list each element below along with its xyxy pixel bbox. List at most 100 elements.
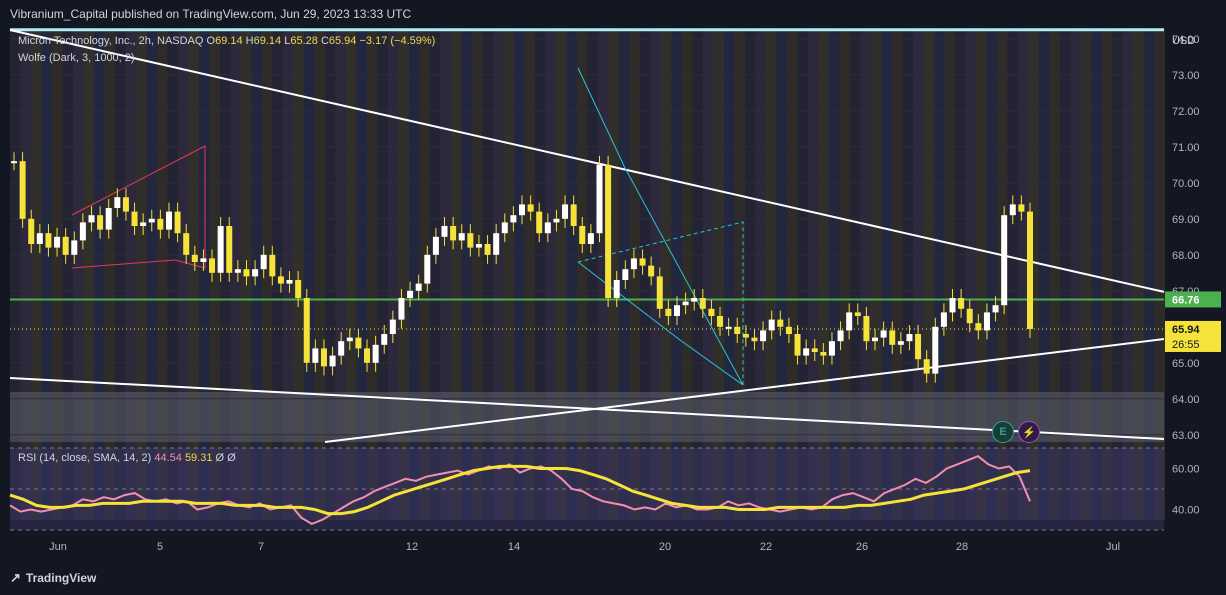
candle-body — [131, 211, 138, 226]
session-band — [1144, 28, 1155, 520]
candle-body — [415, 283, 422, 291]
candle-body — [811, 348, 818, 352]
candle-body — [45, 233, 52, 248]
high-label: H — [245, 35, 254, 47]
session-band — [125, 28, 136, 520]
countdown-timer: 26:55 — [1172, 339, 1200, 351]
session-band — [94, 28, 105, 520]
session-band — [451, 28, 462, 520]
rsi-value: 44.54 — [154, 452, 182, 464]
session-band — [1070, 28, 1081, 520]
candle-body — [544, 222, 551, 234]
tradingview-logo[interactable]: ↗ TradingView — [10, 570, 96, 586]
session-band — [367, 28, 378, 520]
symbol-name[interactable]: Micron Technology, Inc., 2h, NASDAQ — [18, 35, 204, 47]
candle-body — [940, 312, 947, 327]
time-tick-label: 20 — [659, 541, 671, 553]
candle-body — [441, 226, 448, 237]
indicator-legend[interactable]: Wolfe (Dark, 3, 1000, 2) — [18, 52, 135, 64]
candle-body — [424, 254, 431, 284]
rsi-sma-value: 59.31 — [184, 452, 213, 464]
candle-body — [372, 344, 379, 363]
time-tick-label: Jul — [1106, 541, 1120, 553]
candle-body — [11, 161, 17, 164]
candle-body — [312, 348, 319, 363]
candle-body — [596, 164, 603, 234]
candle-body — [889, 330, 896, 345]
candle-body — [656, 276, 663, 309]
session-band — [377, 28, 388, 520]
candle-body — [252, 269, 259, 277]
earnings-badge[interactable]: E — [992, 421, 1014, 443]
candle-body — [966, 308, 973, 324]
candle-body — [777, 319, 784, 327]
price-tick-label: 65.00 — [1172, 358, 1200, 370]
candle-body — [768, 319, 775, 331]
candle-body — [682, 301, 689, 306]
candle-body — [320, 348, 327, 367]
session-band — [325, 28, 336, 520]
green-price-tag-bg — [1165, 291, 1221, 308]
session-band — [850, 28, 861, 520]
rsi-extra: Ø Ø — [215, 452, 236, 464]
price-tick-label: 73.00 — [1172, 70, 1200, 82]
time-tick-label: 7 — [258, 541, 264, 553]
candle-body — [760, 330, 767, 342]
price-tick-label: 68.00 — [1172, 250, 1200, 262]
session-band — [62, 28, 73, 520]
candle-body — [691, 298, 698, 302]
session-band — [409, 28, 420, 520]
rsi-legend[interactable]: RSI (14, close, SMA, 14, 2) 44.54 59.31 … — [18, 452, 236, 464]
symbol-legend: Micron Technology, Inc., 2h, NASDAQ O69.… — [18, 35, 435, 47]
candle-body — [519, 204, 525, 216]
dividend-badge[interactable]: ⚡ — [1018, 421, 1040, 443]
session-band — [1028, 28, 1039, 520]
high-value: 69.14 — [253, 35, 282, 47]
timer-tag-bg — [1165, 335, 1221, 352]
session-band — [136, 28, 147, 520]
lower-trendline — [9, 377, 1165, 440]
session-band — [766, 28, 777, 520]
candle-body — [923, 359, 930, 374]
candle-body — [717, 316, 724, 327]
session-bands — [10, 28, 1165, 520]
session-band — [692, 28, 703, 520]
price-tick-label: 70.00 — [1172, 178, 1200, 190]
time-tick-label: 14 — [508, 541, 520, 553]
session-band — [472, 28, 483, 520]
price-tick-label: 72.00 — [1172, 106, 1200, 118]
session-band — [1102, 28, 1113, 520]
candle-body — [381, 334, 388, 345]
support-zone — [10, 392, 1164, 442]
session-band — [10, 28, 21, 520]
candle-body — [725, 326, 732, 329]
session-band — [1154, 28, 1165, 520]
candle-body — [958, 298, 965, 309]
last-price-tag: 65.94 — [1172, 324, 1200, 336]
session-band — [671, 28, 682, 520]
session-band — [577, 28, 588, 520]
session-band — [220, 28, 231, 520]
candle-body — [553, 218, 560, 223]
session-band — [808, 28, 819, 520]
candle-body — [501, 222, 508, 234]
candle-body — [734, 326, 741, 334]
candle-body — [467, 233, 474, 248]
session-band — [1049, 28, 1060, 520]
session-band — [493, 28, 504, 520]
session-band — [776, 28, 787, 520]
candle-body — [148, 218, 155, 223]
candle-body — [458, 233, 465, 241]
session-band — [587, 28, 598, 520]
candle-body — [165, 211, 172, 230]
session-band — [104, 28, 115, 520]
candle-body — [226, 226, 233, 273]
session-band — [157, 28, 168, 520]
price-axis: 74.0073.0072.0071.0070.0069.0068.0067.00… — [1165, 34, 1221, 442]
session-band — [881, 28, 892, 520]
candle-body — [114, 197, 121, 208]
time-tick-label: 28 — [956, 541, 968, 553]
candle-body — [880, 330, 887, 338]
session-band — [650, 28, 661, 520]
